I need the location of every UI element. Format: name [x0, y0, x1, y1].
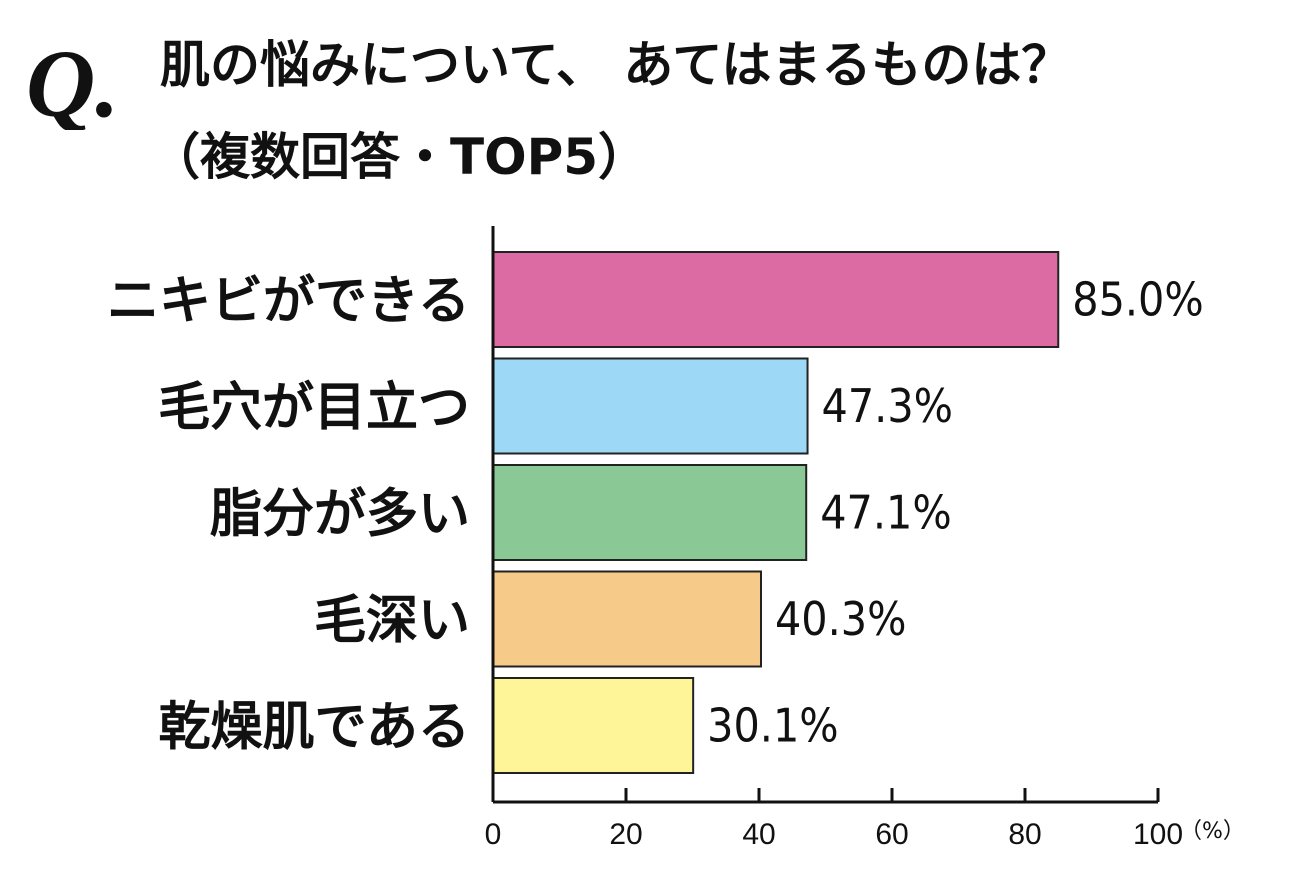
x-tick-label-20: 20	[609, 818, 642, 851]
value-label-2: 47.3%	[822, 379, 953, 433]
category-label-3: 脂分が多い	[210, 485, 470, 545]
bar-2	[492, 357, 809, 455]
x-tick-label-100: 100	[1133, 818, 1183, 851]
x-tick-label-40: 40	[742, 818, 775, 851]
value-label-1: 85.0%	[1072, 273, 1203, 327]
value-label-3: 47.1%	[820, 486, 951, 540]
x-tick-label-0: 0	[485, 818, 502, 851]
q-mark-logo: Q.	[26, 30, 119, 130]
bar-3	[492, 464, 808, 561]
value-label-4: 40.3%	[775, 592, 906, 646]
chart-title: 肌の悩みについて、 あてはまるものは？	[160, 36, 1072, 94]
bar-1	[492, 251, 1060, 348]
value-label-5: 30.1%	[707, 699, 838, 753]
axis-layer: 0 20 40 60 80 100（%）	[485, 226, 1245, 851]
bar-4	[492, 570, 762, 668]
labels-layer: ニキビができる 85.0% 毛穴が目立つ 47.3% 脂分が多い 47.1% 毛深い 40.3…	[107, 272, 1204, 758]
q-mark-text: Q.	[26, 30, 119, 130]
x-tick-label-60: 60	[875, 818, 908, 851]
bars-layer	[492, 251, 1060, 774]
chart-subtitle: （複数回答・TOP5）	[150, 128, 649, 186]
category-label-5: 乾燥肌である	[159, 698, 470, 758]
x-unit-label: （%）	[1180, 819, 1245, 844]
bar-5	[492, 677, 695, 774]
category-label-1: ニキビができる	[107, 272, 470, 332]
category-label-4: 毛深い	[314, 591, 470, 651]
category-label-2: 毛穴が目立つ	[158, 378, 470, 438]
x-tick-label-80: 80	[1008, 818, 1041, 851]
